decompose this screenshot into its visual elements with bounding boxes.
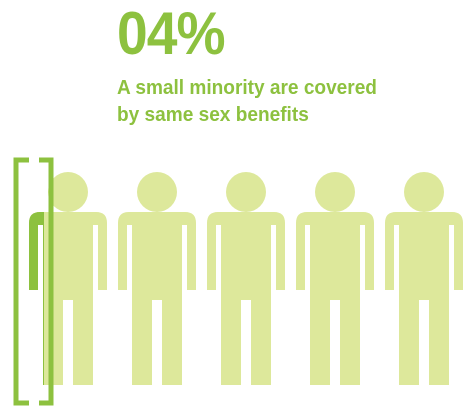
person-icon xyxy=(29,172,107,385)
person-icon xyxy=(296,172,374,385)
caption-line-1: A small minority are covered xyxy=(117,76,377,99)
person-icon xyxy=(118,172,196,385)
right-bracket-icon xyxy=(39,157,54,406)
stat-caption: A small minority are covered by same sex… xyxy=(117,74,433,128)
person-icon xyxy=(207,172,285,385)
person-icon xyxy=(385,172,463,385)
caption-line-2: by same sex benefits xyxy=(117,103,309,126)
stat-value: 04% xyxy=(117,0,226,67)
left-bracket-icon xyxy=(13,157,29,406)
